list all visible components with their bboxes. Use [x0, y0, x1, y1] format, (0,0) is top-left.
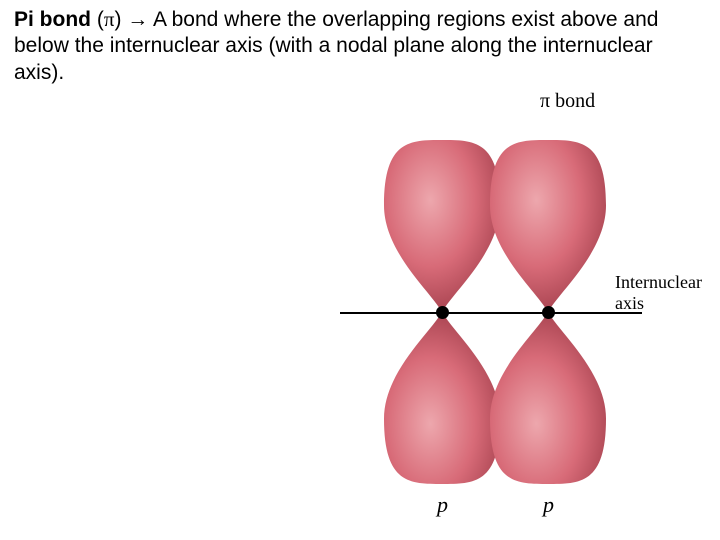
nucleus-right	[542, 306, 555, 319]
paren-close: )	[114, 8, 127, 31]
paren-open: (	[91, 8, 104, 31]
upper-lobe	[490, 140, 606, 312]
arrow-glyph: →	[127, 8, 148, 31]
slide: { "definition": { "term": "Pi bond", "sy…	[0, 0, 720, 540]
internuclear-axis-label: Internuclear axis	[615, 272, 702, 314]
nucleus-left	[436, 306, 449, 319]
internuclear-axis-label-l1: Internuclear	[615, 272, 702, 293]
pi-bond-label-pi: π	[540, 90, 550, 112]
p-orbital-label-right: p	[543, 492, 554, 518]
pi-bond-diagram: π bond Internuclear axis p p	[340, 92, 700, 522]
internuclear-axis-label-l2: axis	[615, 293, 702, 314]
pi-symbol: π	[104, 7, 115, 31]
definition-text: Pi bond (π) → A bond where the overlappi…	[14, 6, 706, 86]
term-pi-bond: Pi bond	[14, 8, 91, 31]
pi-bond-label: π bond	[540, 90, 595, 113]
lower-lobe	[384, 312, 500, 484]
upper-lobe	[384, 140, 500, 312]
lower-lobe	[490, 312, 606, 484]
pi-bond-label-word: bond	[550, 90, 595, 112]
p-orbital-label-left: p	[437, 492, 448, 518]
